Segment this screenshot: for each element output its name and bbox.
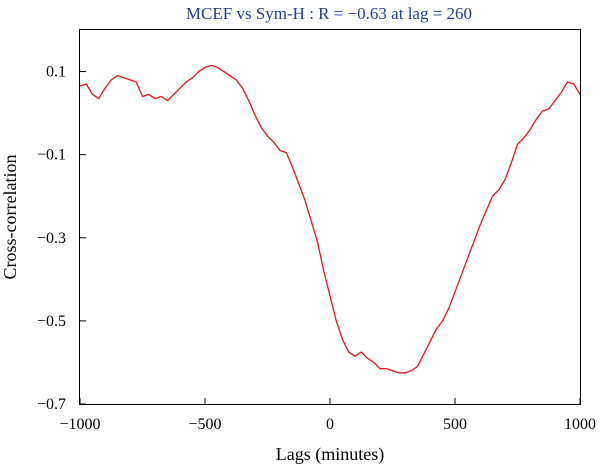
plot-frame (79, 29, 581, 405)
x-tick-label: −500 (188, 416, 221, 433)
x-axis-ticks: −1000 −500 0 500 1000 (59, 398, 596, 433)
y-axis-ticks: 0.1 −0.1 −0.3 −0.5 −0.7 (37, 64, 86, 413)
x-tick-label: −1000 (59, 416, 100, 433)
y-tick-label: −0.7 (37, 396, 66, 413)
series-line (79, 64, 581, 374)
y-tick-label: −0.1 (37, 147, 66, 164)
y-tick-label: 0.1 (46, 64, 66, 81)
x-tick-label: 1000 (564, 416, 596, 433)
x-axis-label: Lags (minutes) (276, 444, 384, 465)
x-tick-label: 0 (326, 416, 334, 433)
y-tick-label: −0.5 (37, 313, 66, 330)
chart-title: MCEF vs Sym-H : R = −0.63 at lag = 260 (186, 4, 472, 23)
y-tick-label: −0.3 (37, 230, 66, 247)
x-tick-label: 500 (443, 416, 467, 433)
y-axis-label: Cross-correlation (0, 155, 20, 280)
